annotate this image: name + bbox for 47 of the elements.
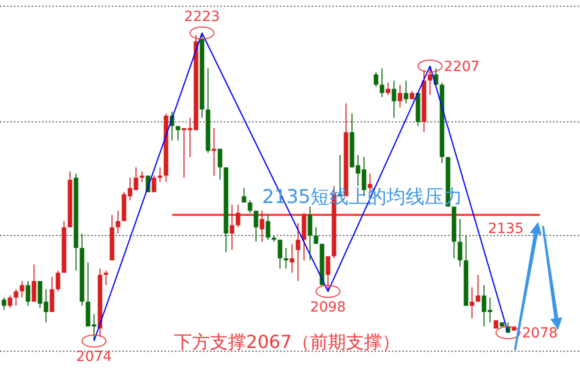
candlestick (398, 84, 402, 108)
candlestick (116, 210, 120, 234)
annotation: 2074 (76, 348, 112, 365)
candlestick (374, 72, 378, 88)
candlestick (308, 206, 312, 261)
candlestick (158, 166, 162, 182)
candlestick (254, 210, 258, 242)
candlestick (266, 214, 270, 240)
candlestick (428, 66, 432, 96)
candlestick (104, 270, 108, 286)
candlestick (458, 218, 462, 268)
candlestick (380, 68, 384, 98)
candlestick (212, 128, 216, 176)
candlestick (56, 270, 60, 292)
candlestick (278, 239, 282, 270)
candlestick (152, 175, 156, 193)
candlestick (2, 297, 6, 310)
candlestick (248, 200, 252, 214)
annotation: 下方支撑2067（前期支撑） (174, 332, 400, 353)
candlestick (218, 148, 222, 180)
annotation: 2223 (184, 9, 220, 26)
candlestick (470, 286, 474, 319)
candlestick (236, 204, 240, 228)
candlestick (242, 188, 246, 203)
candlestick (230, 204, 234, 251)
text: 2078 (522, 326, 558, 342)
candlestick (404, 80, 408, 104)
candlestick (14, 288, 18, 306)
annotation: 2207 (444, 59, 480, 76)
candlestick (290, 243, 294, 274)
candlestick (140, 171, 144, 182)
annotation: 2098 (310, 299, 346, 316)
candlestick (26, 280, 30, 306)
candlestick (20, 280, 24, 298)
candlestick (326, 256, 330, 292)
candlestick (314, 226, 318, 244)
candlestick (260, 210, 264, 242)
candlestick (32, 264, 36, 302)
candlestick (296, 222, 300, 282)
candlestick (284, 247, 288, 270)
candlestick (392, 80, 396, 118)
candlestick (176, 126, 180, 142)
candlestick (8, 294, 12, 308)
candlestick (476, 274, 480, 302)
candlestick (386, 82, 390, 96)
candlestick (50, 276, 54, 313)
ref-line-label: 2135 (488, 220, 524, 237)
